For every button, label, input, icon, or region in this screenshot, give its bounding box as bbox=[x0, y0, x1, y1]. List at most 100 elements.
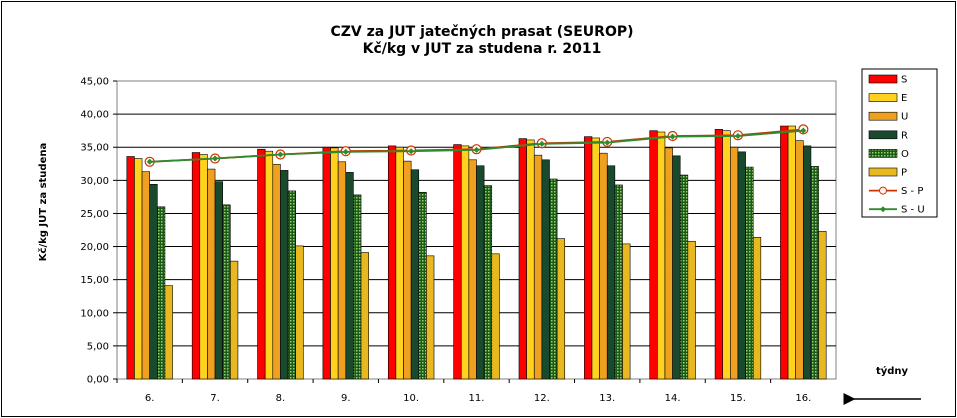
bar-r bbox=[280, 170, 289, 380]
legend-label: E bbox=[901, 93, 907, 104]
legend-label: O bbox=[901, 149, 909, 160]
bar-e bbox=[395, 146, 404, 380]
bars bbox=[126, 125, 827, 380]
bar-s bbox=[518, 138, 527, 380]
legend-swatch-u bbox=[868, 111, 898, 121]
bar-p bbox=[752, 236, 762, 380]
bar-p bbox=[491, 253, 500, 380]
bar-r bbox=[737, 151, 746, 380]
bar-o bbox=[483, 185, 493, 380]
bar-s bbox=[387, 145, 397, 380]
legend-label: R bbox=[901, 130, 908, 141]
bar-u bbox=[272, 164, 281, 380]
bar-p bbox=[426, 255, 435, 380]
y-axis-label: Kč/kg JUT za studena bbox=[37, 143, 49, 261]
y-tick-labels: 0,00 5,00 10,00 15,00 20,00 25,00 30,00 35,00 40… bbox=[80, 77, 109, 386]
legend-swatch-p bbox=[868, 167, 898, 177]
bar-s bbox=[649, 130, 658, 380]
bar-u bbox=[533, 154, 543, 380]
legend-swatch-e bbox=[868, 93, 898, 102]
bar-e bbox=[787, 125, 796, 380]
bar-r bbox=[345, 172, 354, 380]
bar-u bbox=[403, 160, 412, 380]
legend-swatch-s bbox=[868, 74, 898, 84]
bar-u bbox=[141, 171, 150, 380]
bar-r bbox=[410, 169, 420, 380]
bar-p bbox=[687, 240, 696, 380]
bar-u bbox=[730, 146, 739, 380]
bar-e bbox=[722, 130, 731, 380]
bar-u bbox=[468, 159, 477, 380]
bar-p bbox=[360, 252, 369, 380]
y-tick-label: 25,00 bbox=[80, 209, 109, 220]
bar-o bbox=[549, 178, 558, 380]
legend-swatch-o bbox=[868, 149, 898, 158]
bar-o bbox=[418, 191, 427, 380]
marker-s-u bbox=[408, 148, 415, 155]
legend-label: S - P bbox=[901, 186, 923, 197]
bar-r bbox=[606, 165, 616, 380]
y-tick-label: 20,00 bbox=[80, 242, 109, 253]
legend-swatch-r bbox=[868, 130, 898, 140]
y-tick-label: 30,00 bbox=[80, 176, 109, 187]
bar-u bbox=[207, 168, 216, 380]
marker-s-u bbox=[342, 148, 349, 155]
marker-s-u bbox=[800, 127, 807, 134]
x-axis-label: týdny bbox=[876, 365, 909, 377]
bar-r bbox=[672, 155, 681, 380]
marker-s-u bbox=[734, 132, 741, 139]
marker-s-u bbox=[473, 146, 480, 153]
y-tick-label: 40,00 bbox=[80, 110, 109, 121]
bar-s bbox=[257, 148, 266, 380]
x-tick-labels: 6. 7. 8. 9. 10. 11. 12. 13. 14. 15. 16. bbox=[145, 393, 811, 404]
plot-area: 0,00 5,00 10,00 15,00 20,00 25,00 30,00 35,00 40… bbox=[80, 77, 837, 404]
bar-p bbox=[818, 231, 827, 380]
bar-e bbox=[264, 150, 274, 380]
bar-s bbox=[322, 146, 331, 380]
bar-s bbox=[584, 136, 593, 380]
bar-e bbox=[591, 137, 600, 380]
bar-s bbox=[453, 144, 462, 380]
bar-e bbox=[460, 145, 470, 380]
x-tick-label: 10. bbox=[403, 393, 419, 404]
bar-u bbox=[795, 140, 804, 380]
marker-s-u bbox=[669, 133, 676, 140]
bar-o bbox=[679, 174, 689, 380]
bar-o bbox=[287, 190, 296, 380]
bar-o bbox=[614, 184, 623, 380]
y-tick-label: 15,00 bbox=[80, 275, 109, 286]
x-tick-label: 16. bbox=[795, 393, 811, 404]
bar-s bbox=[714, 129, 724, 380]
bar-p bbox=[164, 285, 173, 380]
legend: SEUROP S - P S - U bbox=[861, 68, 938, 218]
bar-o bbox=[353, 194, 362, 380]
series-lines bbox=[144, 124, 809, 167]
bar-s bbox=[780, 125, 789, 380]
x-tick-label: 11. bbox=[469, 393, 485, 404]
bar-e bbox=[330, 147, 339, 380]
legend-label: S - U bbox=[901, 205, 925, 216]
x-tick-label: 14. bbox=[665, 393, 681, 404]
legend-marker bbox=[879, 186, 887, 195]
y-tick-label: 5,00 bbox=[87, 341, 109, 352]
bar-u bbox=[664, 147, 673, 380]
marker-s-u bbox=[277, 151, 284, 158]
bar-p bbox=[295, 245, 304, 380]
x-tick-label: 8. bbox=[276, 393, 286, 404]
bar-r bbox=[214, 181, 223, 380]
bar-u bbox=[337, 161, 347, 380]
bar-e bbox=[199, 154, 208, 380]
bar-o bbox=[810, 166, 819, 380]
marker-s-u bbox=[604, 139, 611, 146]
chart-title-line1: CZV za JUT jatečných prasat (SEUROP) bbox=[330, 24, 633, 40]
legend-label: P bbox=[901, 168, 907, 179]
bar-u bbox=[599, 152, 608, 380]
y-tick-label: 0,00 bbox=[87, 375, 109, 386]
bar-e bbox=[526, 139, 535, 380]
bar-p bbox=[229, 260, 239, 380]
legend-label: U bbox=[901, 112, 908, 123]
bar-r bbox=[803, 145, 812, 380]
bar-o bbox=[157, 206, 166, 380]
